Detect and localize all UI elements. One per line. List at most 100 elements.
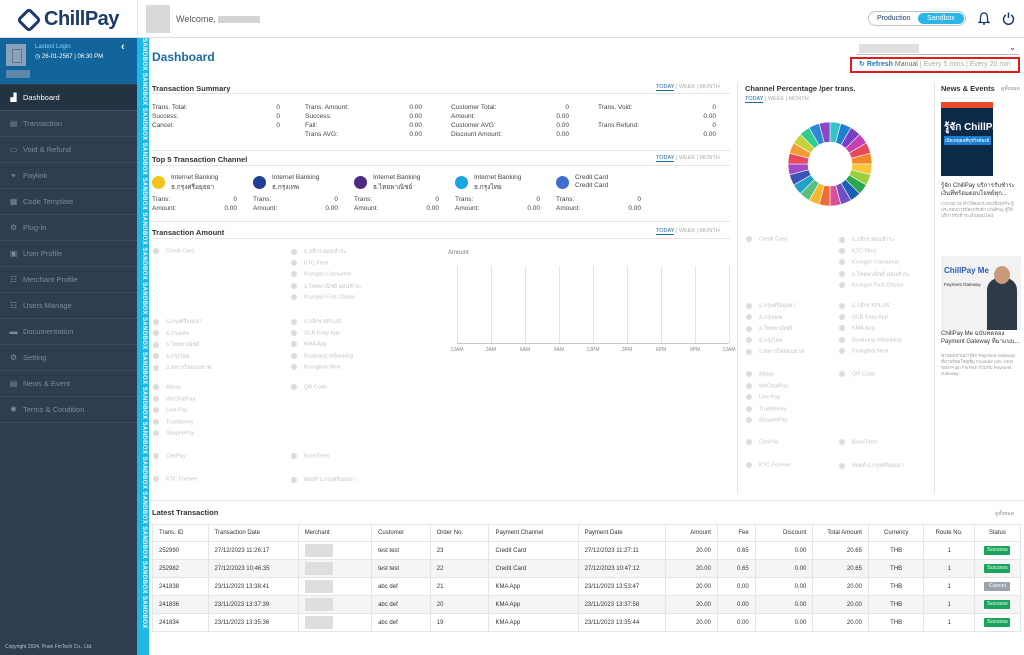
tab-month[interactable]: MONTH <box>699 228 720 234</box>
legend-item[interactable]: ธ.กรุงไทย <box>746 337 782 345</box>
tab-month[interactable]: MONTH <box>699 155 720 161</box>
news-headline-1[interactable]: รู้จัก ChillPay บริการรับชำระเงินที่พร้อ… <box>941 183 1015 197</box>
environment-toggle[interactable]: Production Sandbox <box>868 11 966 26</box>
legend-item[interactable]: ธ.กสิกร KPLUS <box>839 302 889 310</box>
status-badge[interactable]: Cancel <box>984 582 1011 591</box>
legend-item[interactable]: Line Pay <box>153 407 187 413</box>
refresh-manual[interactable]: Manual <box>894 61 918 68</box>
sidebar-item-void-refund[interactable]: ▭ Void & Refund <box>0 137 137 163</box>
table-row[interactable]: 241838 23/11/2023 13:38:41 abc def 21 KMA Ap… <box>152 577 1022 596</box>
sandbox-option[interactable]: Sandbox <box>918 13 964 24</box>
legend-item[interactable]: KMA App <box>839 325 875 331</box>
legend-item[interactable]: ธ.กรุงศรีอยุธยา <box>153 318 203 326</box>
column-header[interactable]: Discount <box>754 524 814 542</box>
column-header[interactable]: Order No. <box>429 524 490 542</box>
table-row[interactable]: 241834 23/11/2023 13:35:36 abc def 19 KMA Ap… <box>152 613 1022 632</box>
legend-item[interactable]: QR Code <box>839 371 875 377</box>
sidebar-item-dashboard[interactable]: ▟ Dashboard <box>0 85 137 111</box>
tab-week[interactable]: WEEK <box>678 228 696 234</box>
legend-item[interactable]: Krungsri Consumer <box>839 259 899 265</box>
legend-item[interactable]: KTC Forever <box>746 462 790 468</box>
legend-item[interactable]: BoonTerm <box>291 453 329 459</box>
tab-today[interactable]: TODAY <box>656 155 675 162</box>
legend-item[interactable]: BoonTerm <box>839 439 877 445</box>
column-header[interactable]: Total Amount <box>812 524 869 542</box>
column-header[interactable]: Merchant <box>297 524 373 542</box>
tab-today[interactable]: TODAY <box>656 84 675 91</box>
legend-item[interactable]: ธ.ทหารไทยธนชาต <box>746 348 804 356</box>
production-option[interactable]: Production <box>877 15 911 22</box>
news-more-link[interactable]: ดูทั้งหมด <box>1001 86 1020 92</box>
status-badge[interactable]: Success <box>984 546 1011 555</box>
legend-item[interactable]: ธ.ทหารไทยธนชาต <box>153 364 211 372</box>
sidebar-item-user-profile[interactable]: ▣ User Profile <box>0 241 137 267</box>
legend-item[interactable]: WeChatPay <box>153 395 195 402</box>
legend-item[interactable]: KTC Flexi <box>291 259 328 266</box>
tab-week[interactable]: WEEK <box>678 155 696 161</box>
refresh-every-5[interactable]: Every 5 mins <box>923 61 965 68</box>
refresh-every-20[interactable]: Every 20 min <box>969 61 1011 68</box>
tab-month[interactable]: MONTH <box>788 96 809 102</box>
legend-item[interactable]: Credit Card <box>153 248 194 254</box>
legend-item[interactable]: ธ.ไทยพาณิชย์ ผ่อนชำระ <box>839 271 910 279</box>
legend-item[interactable]: Krungthai Next <box>839 348 888 354</box>
column-header[interactable]: Status <box>973 524 1022 542</box>
collapse-sidebar-icon[interactable]: ‹ <box>121 41 125 53</box>
legend-item[interactable]: Line Pay <box>746 394 780 400</box>
legend-item[interactable]: ธ.กรุงศรีอยุธยา <box>746 302 796 310</box>
legend-item[interactable]: Bualuang mBanking <box>291 352 353 359</box>
status-badge[interactable]: Success <box>984 564 1011 573</box>
legend-item[interactable]: KTC Flexi <box>839 247 876 254</box>
legend-item[interactable]: ธ.ไทยพาณิชย์ <box>153 341 199 349</box>
column-header[interactable]: Customer <box>371 524 431 542</box>
legend-item[interactable]: ธ.กรุงเทพ <box>153 330 189 338</box>
sidebar-item-news-event[interactable]: ▤ News & Event <box>0 371 137 397</box>
column-header[interactable]: Payment Channel <box>488 524 579 542</box>
legend-item[interactable]: SCB Easy App <box>839 313 888 320</box>
legend-item[interactable]: ธ.กสิกร ผ่อนชำระ <box>291 248 346 256</box>
legend-item[interactable]: ShopeePay <box>746 417 787 423</box>
refresh-icon[interactable]: ↻ <box>859 61 865 68</box>
tab-week[interactable]: WEEK <box>767 96 785 102</box>
legend-item[interactable]: Krungsri First Choice <box>291 294 355 300</box>
legend-item[interactable]: Alipay <box>153 384 181 390</box>
legend-item[interactable]: ธ.ไทยพาณิชย์ <box>746 325 792 333</box>
chillpay-logo[interactable]: ChillPay <box>16 6 119 33</box>
table-row[interactable]: 252990 27/12/2023 11:26:17 test test 23 Cred… <box>152 541 1022 560</box>
legend-item[interactable]: ShopeePay <box>153 430 194 436</box>
news-image-1[interactable]: รู้จัก ChillPay เปิดเหตุผลที่ธุรกิจต้องม… <box>941 102 993 176</box>
legend-item[interactable]: KTC Forever <box>153 476 197 482</box>
legend-item[interactable]: พ้อยท์ ธ.กรุงศรีอยุธยา <box>291 476 356 484</box>
column-header[interactable]: Currency <box>867 524 925 542</box>
bell-icon[interactable] <box>978 12 990 25</box>
sidebar-item-documentation[interactable]: ▬ Documentation <box>0 319 137 345</box>
legend-item[interactable]: ธ.กรุงเทพ <box>746 314 782 322</box>
merchant-select[interactable]: ⌄ <box>857 43 1019 55</box>
table-row[interactable]: 252982 27/12/2023 10:46:35 test test 22 Cred… <box>152 559 1022 578</box>
tab-today[interactable]: TODAY <box>656 228 675 235</box>
legend-item[interactable]: ธ.กสิกร ผ่อนชำระ <box>839 236 894 244</box>
legend-item[interactable]: CenPay <box>746 439 779 445</box>
column-header[interactable]: Fee <box>716 524 756 542</box>
legend-item[interactable]: ธ.ไทยพาณิชย์ ผ่อนชำระ <box>291 283 362 291</box>
news-headline-2[interactable]: ChillPay Me ฉบับทดลอง Payment Gateway ที… <box>941 331 1020 345</box>
legend-item[interactable]: Alipay <box>746 371 774 377</box>
column-header[interactable]: Transaction Date <box>207 524 299 542</box>
sidebar-item-setting[interactable]: ⚙ Setting <box>0 345 137 371</box>
legend-item[interactable]: CenPay <box>153 453 186 459</box>
tab-month[interactable]: MONTH <box>699 84 720 90</box>
legend-item[interactable]: TrueMoney <box>153 418 194 425</box>
sidebar-item-plug-in[interactable]: ⚙ Plug-in <box>0 215 137 241</box>
legend-item[interactable]: QR Code <box>291 384 327 390</box>
legend-item[interactable]: WeChatPay <box>746 382 788 389</box>
status-badge[interactable]: Success <box>984 618 1011 627</box>
tab-week[interactable]: WEEK <box>678 84 696 90</box>
user-avatar[interactable] <box>146 5 170 33</box>
sidebar-item-transaction[interactable]: ▤ Transaction <box>0 111 137 137</box>
sidebar-item-code-template[interactable]: ▦ Code Template <box>0 189 137 215</box>
tab-today[interactable]: TODAY <box>745 96 764 103</box>
sidebar-item-paylink[interactable]: ⚭ Paylink <box>0 163 137 189</box>
legend-item[interactable]: KMA App <box>291 341 327 347</box>
status-badge[interactable]: Success <box>984 600 1011 609</box>
legend-item[interactable]: Krungsri First Choice <box>839 282 903 288</box>
